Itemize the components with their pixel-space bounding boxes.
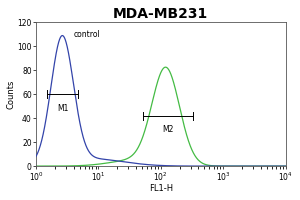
X-axis label: FL1-H: FL1-H: [149, 184, 173, 193]
Title: MDA-MB231: MDA-MB231: [113, 7, 208, 21]
Y-axis label: Counts: Counts: [7, 79, 16, 109]
Text: M2: M2: [163, 125, 174, 134]
Text: M1: M1: [57, 104, 68, 113]
Text: control: control: [74, 30, 100, 39]
